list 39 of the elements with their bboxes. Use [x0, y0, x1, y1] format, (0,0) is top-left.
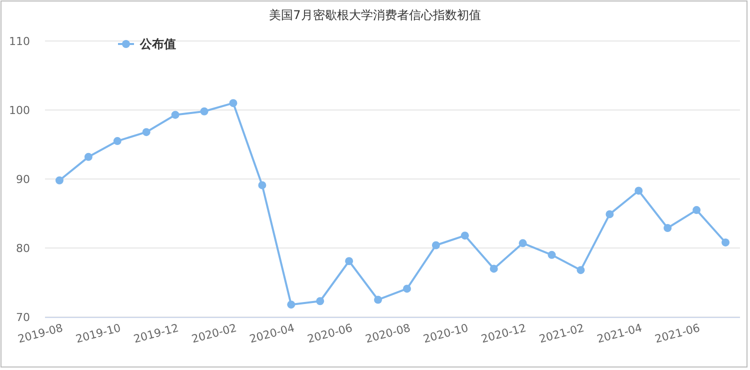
point [55, 176, 64, 184]
y-tick-label: 80 [16, 242, 30, 255]
point [287, 300, 296, 309]
point [171, 110, 180, 119]
x-tick-label: 2019-10 [74, 321, 122, 346]
point [548, 250, 556, 259]
point [200, 107, 208, 116]
point [229, 99, 238, 108]
point [490, 264, 498, 273]
point [374, 296, 382, 304]
point [606, 210, 614, 218]
point [634, 186, 643, 195]
point [460, 232, 469, 240]
point [576, 266, 585, 274]
x-tick-label: 2020-12 [480, 321, 528, 346]
point [316, 297, 324, 306]
y-tick-label: 90 [16, 173, 30, 186]
x-tick-label: 2020-02 [190, 321, 238, 346]
point [432, 241, 440, 250]
x-tick-label: 2020-08 [364, 321, 412, 346]
point [258, 181, 266, 190]
chart-title: 美国7月密歇根大学消费者信心指数初值 [269, 8, 481, 22]
point [402, 284, 411, 293]
x-tick-label: 2020-10 [422, 321, 470, 346]
x-tick-label: 2019-08 [16, 321, 64, 346]
point [345, 257, 354, 266]
legend-label: 公布值 [139, 37, 176, 51]
point [664, 224, 672, 232]
point [518, 239, 527, 248]
y-tick-label: 110 [9, 35, 30, 48]
x-tick-label: 2019-12 [132, 321, 180, 346]
y-tick-label: 70 [16, 311, 30, 324]
point [142, 128, 150, 136]
x-tick-label: 2021-02 [538, 321, 586, 346]
point [113, 137, 122, 146]
y-tick-label: 100 [9, 104, 30, 117]
point [84, 152, 92, 161]
point [692, 206, 701, 214]
point [722, 238, 730, 246]
